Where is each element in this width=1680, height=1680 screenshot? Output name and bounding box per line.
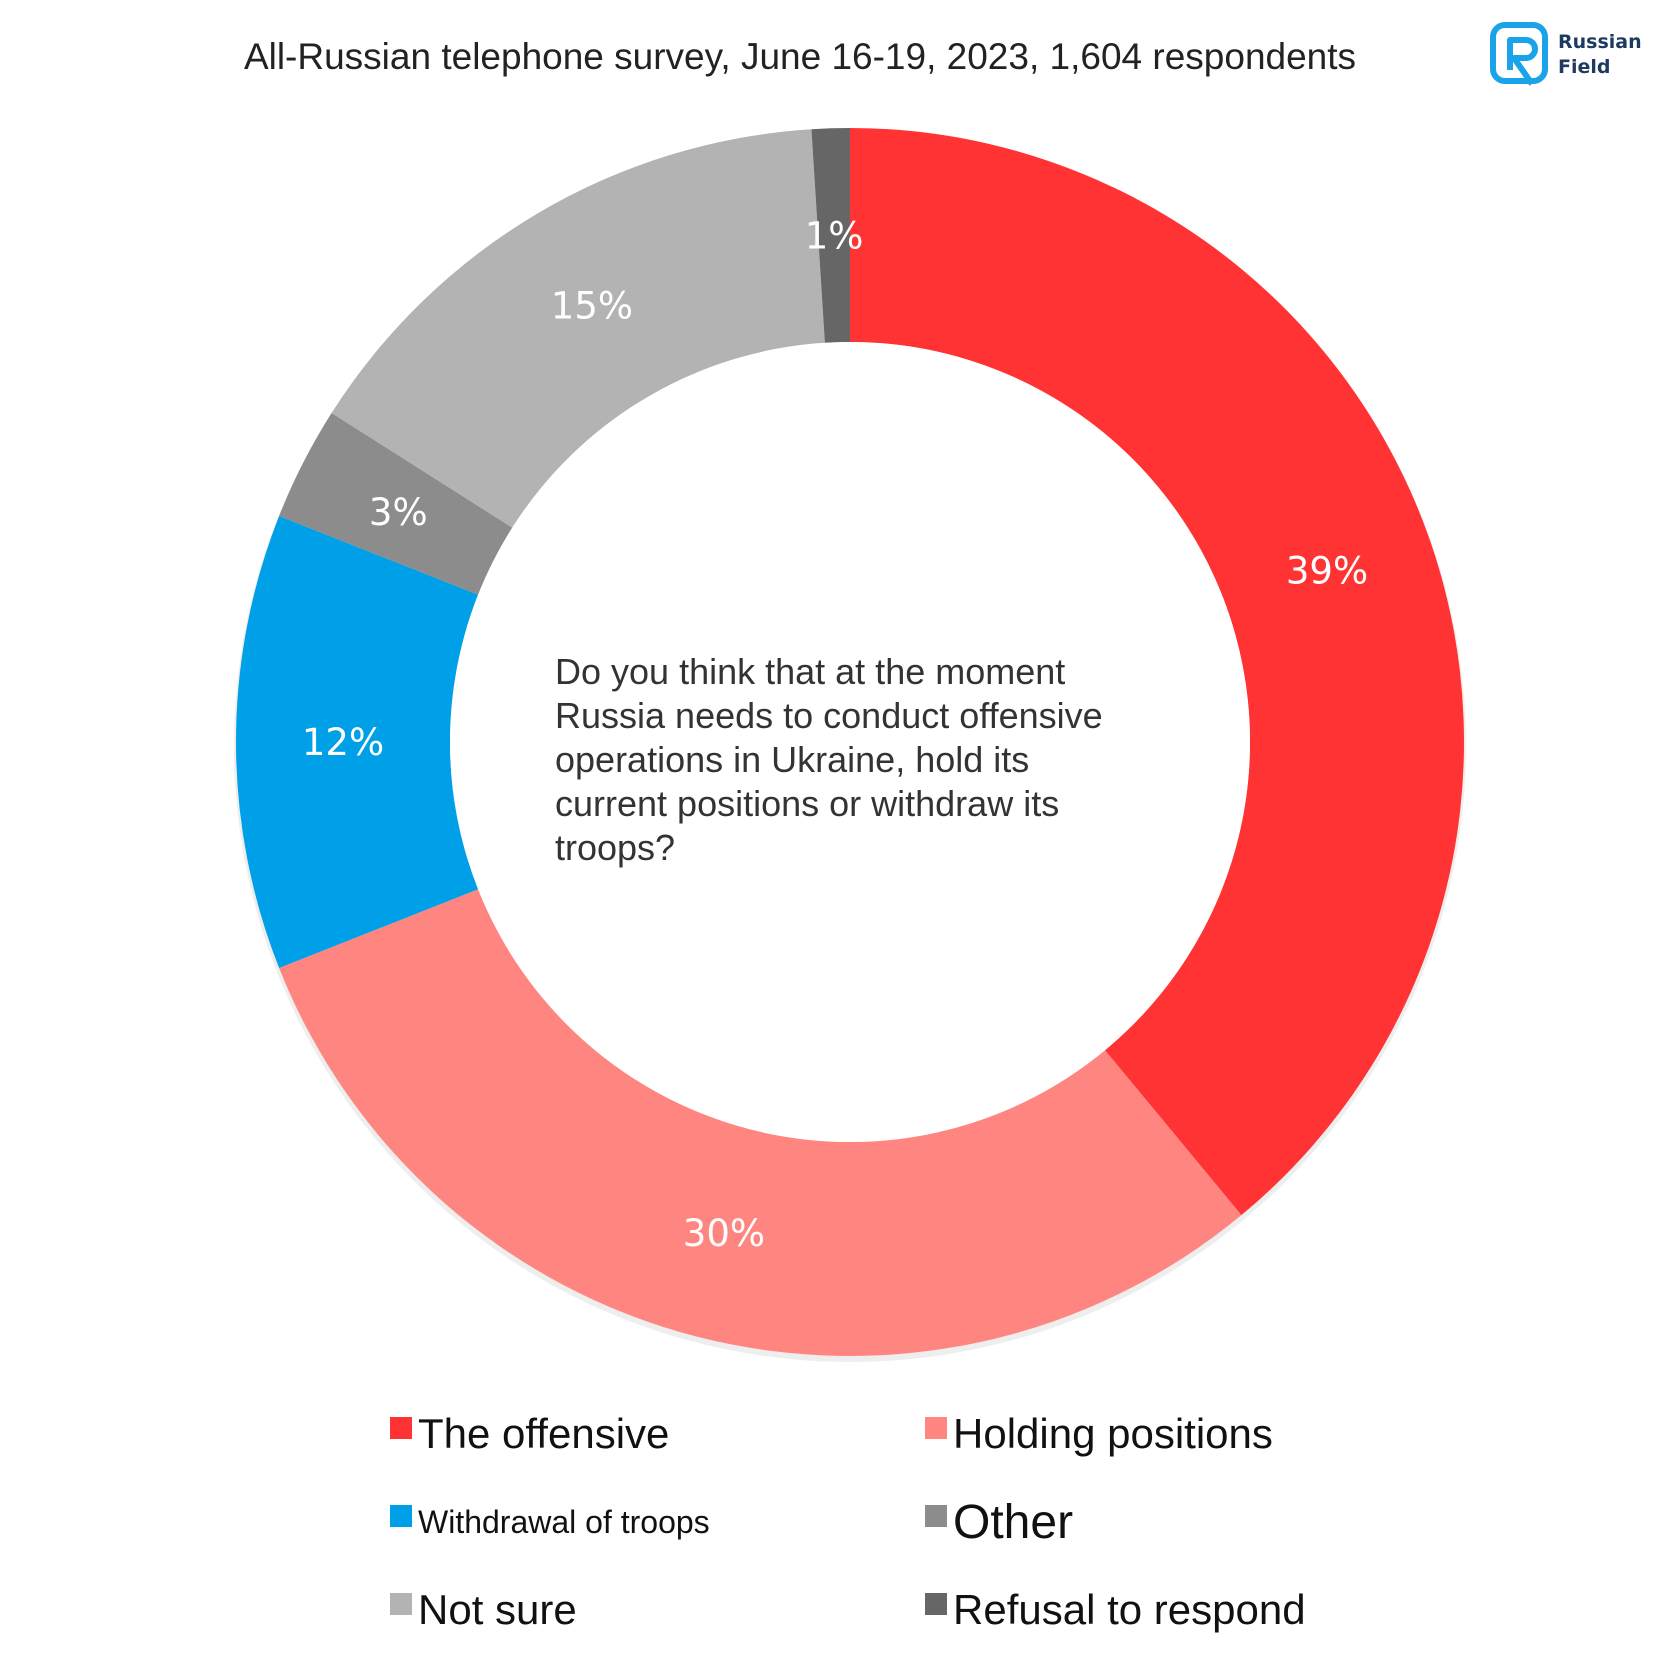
slice-label-other: 3% <box>369 491 428 534</box>
legend-label: Holding positions <box>953 1410 1273 1457</box>
legend-item-holding-positions: Holding positions <box>925 1410 1340 1458</box>
logo-line-1: Russian <box>1558 31 1642 53</box>
donut-hole <box>450 342 1250 1142</box>
russian-field-logo: Russian Field <box>1490 22 1660 92</box>
legend-item-withdrawal-of-troops: Withdrawal of troops <box>390 1498 925 1546</box>
legend-label: Not sure <box>418 1586 577 1633</box>
legend-swatch <box>925 1417 947 1439</box>
slice-label-holding-positions: 30% <box>683 1212 765 1255</box>
logo-text: Russian Field <box>1558 30 1642 80</box>
legend-swatch <box>390 1505 412 1527</box>
donut-slice-not-sure <box>331 129 825 528</box>
center-question: Do you think that at the moment Russia n… <box>555 651 1103 868</box>
legend-label: Other <box>953 1495 1074 1549</box>
legend-swatch <box>925 1505 947 1527</box>
donut-slice-refusal-to-respond <box>811 128 850 343</box>
legend-item-not-sure: Not sure <box>390 1586 925 1634</box>
logo-line-2: Field <box>1558 56 1611 78</box>
donut-slice-the-offensive <box>850 128 1464 1216</box>
legend-label: The offensive <box>418 1410 670 1457</box>
slice-label-not-sure: 15% <box>551 285 633 328</box>
donut-slice-withdrawal-of-troops <box>236 515 479 969</box>
legend-label: Withdrawal of troops <box>418 1503 710 1540</box>
legend-label: Refusal to respond <box>953 1586 1306 1633</box>
chart-title: All-Russian telephone survey, June 16-19… <box>243 36 1357 77</box>
russian-field-logo-icon <box>1490 22 1548 86</box>
donut-slice-other <box>279 413 513 595</box>
slice-label-the-offensive: 39% <box>1286 549 1368 592</box>
legend-swatch <box>390 1593 412 1615</box>
slice-label-withdrawal-of-troops: 12% <box>302 721 384 764</box>
legend-swatch <box>390 1417 412 1439</box>
slice-label-refusal-to-respond: 1% <box>805 214 864 257</box>
donut-slice-holding-positions <box>279 889 1242 1356</box>
legend-item-refusal-to-respond: Refusal to respond <box>925 1586 1340 1634</box>
legend-item-other: Other <box>925 1496 1340 1549</box>
legend-item-the-offensive: The offensive <box>390 1410 925 1458</box>
legend-swatch <box>925 1593 947 1615</box>
legend: The offensive Holding positions Withdrawal… <box>390 1410 1340 1634</box>
